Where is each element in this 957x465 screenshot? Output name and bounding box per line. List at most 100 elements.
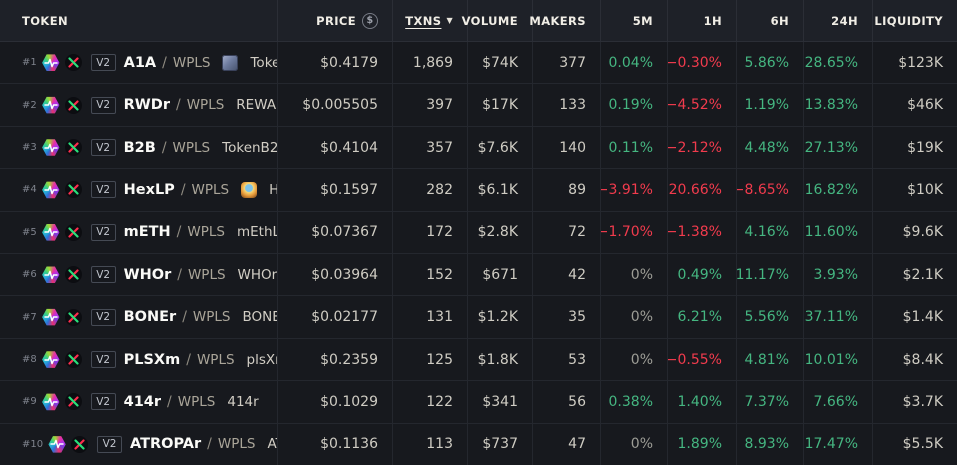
quote-token-symbol: WPLS (217, 436, 256, 453)
change-6h-cell: 4.16% (737, 211, 804, 254)
price-cell: $0.1597 (278, 169, 393, 211)
table-row[interactable]: #1 V2 A1A / WPLS TokenA1A $0.4179 1,869 … (0, 42, 957, 85)
quote-token-symbol: WPLS (187, 266, 226, 283)
column-header-5m[interactable]: 5M (601, 0, 668, 41)
column-header-1h-label: 1H (703, 13, 722, 28)
liquidity-cell: $2.1K (902, 266, 943, 283)
liquidity-cell: $1.4K (902, 309, 943, 326)
column-header-makers[interactable]: MAKERS (529, 0, 601, 41)
token-cell: #7 V2 BONEr / WPLS BONEr (0, 296, 278, 338)
txns-cell: 125 (393, 338, 468, 381)
change-1h-cell: −0.30% (668, 42, 737, 84)
quote-token-symbol: WPLS (192, 309, 231, 326)
token-cell: #1 V2 A1A / WPLS TokenA1A (0, 42, 278, 84)
volume-cell: $1.2K (468, 296, 533, 338)
dex-version-badge: V2 (90, 393, 116, 411)
txns-cell: 282 (393, 169, 468, 211)
pair-separator: / (207, 436, 212, 453)
pulsechain-hexagon-icon (42, 224, 60, 241)
change-5m-cell: 0.04% (601, 42, 668, 84)
token-cell: #3 V2 B2B / WPLS TokenB2B (0, 126, 278, 169)
dex-version-badge: V2 (90, 181, 116, 199)
base-token-symbol: B2B (123, 139, 156, 156)
column-header-txns-label: TXNS (405, 13, 442, 28)
change-5m-cell: −1.70% (601, 211, 668, 254)
sort-desc-caret-icon: ▼ (446, 16, 453, 25)
table-row[interactable]: #9 V2 414r / WPLS 414r $0.1029 122 $341 … (0, 381, 957, 424)
token-cell: #5 V2 mETH / WPLS mEthLab (0, 211, 278, 254)
price-cell: $0.2359 (278, 338, 393, 381)
makers-cell: 47 (533, 423, 601, 465)
liquidity-cell: $9.6K (902, 224, 943, 241)
price-cell: $0.4179 (278, 42, 393, 84)
table-row[interactable]: #8 V2 PLSXm / WPLS plsXmas $0.2359 125 $… (0, 338, 957, 382)
table-row[interactable]: #2 V2 RWDr / WPLS REWARDr $0.005505 397 … (0, 84, 957, 127)
change-24h-cell: 37.11% (804, 296, 873, 338)
txns-cell: 397 (393, 84, 468, 126)
liquidity-cell: $19K (907, 139, 943, 156)
token-cell: #2 V2 RWDr / WPLS REWARDr (0, 84, 278, 126)
change-24h-cell: 16.82% (804, 169, 873, 211)
token-name: ATROPAr (267, 436, 277, 453)
change-6h-cell: 4.48% (737, 126, 804, 169)
dex-version-badge: V2 (90, 139, 116, 157)
pair-separator: / (162, 54, 167, 71)
table-row[interactable]: #3 V2 B2B / WPLS TokenB2B $0.4104 357 $7… (0, 126, 957, 170)
base-token-symbol: ATROPAr (129, 436, 202, 453)
rank-label: #7 (22, 311, 37, 323)
column-header-1h[interactable]: 1H (668, 0, 737, 41)
liquidity-cell: $3.7K (902, 393, 943, 410)
token-name: HexLP (269, 182, 277, 198)
token-name: BONEr (242, 309, 277, 326)
column-header-24h-label: 24H (831, 13, 858, 28)
dollar-circle-icon[interactable]: $ (362, 12, 378, 29)
column-header-price[interactable]: PRICE $ (278, 0, 393, 41)
column-header-volume[interactable]: VOLUME (462, 0, 533, 41)
price-cell: $0.1136 (278, 423, 393, 465)
token-cell: #10 V2 ATROPAr / WPLS ATROPAr (0, 423, 278, 465)
rank-label: #3 (22, 142, 37, 154)
change-6h-cell: 8.93% (737, 423, 804, 465)
pulsechain-hexagon-icon (48, 436, 66, 453)
base-token-symbol: RWDr (123, 97, 170, 114)
txns-cell: 357 (393, 126, 468, 169)
rank-label: #8 (22, 354, 37, 366)
pulsex-x-icon (64, 308, 82, 326)
column-header-txns[interactable]: TXNS ▼ (393, 0, 468, 41)
column-header-token[interactable]: TOKEN (0, 0, 278, 41)
quote-token-symbol: WPLS (177, 393, 216, 410)
column-header-liquidity[interactable]: LIQUIDITY (873, 0, 957, 41)
table-row[interactable]: #4 V2 HexLP / WPLS HexLP $0.1597 282 $6.… (0, 169, 957, 212)
change-24h-cell: 13.83% (804, 84, 873, 126)
makers-cell: 89 (533, 169, 601, 211)
column-header-24h[interactable]: 24H (804, 0, 873, 41)
token-name: WHOr (237, 266, 278, 283)
change-24h-cell: 28.65% (804, 42, 873, 84)
table-row[interactable]: #5 V2 mETH / WPLS mEthLab $0.07367 172 $… (0, 211, 957, 255)
column-header-6h[interactable]: 6H (737, 0, 804, 41)
change-6h-cell: 4.81% (737, 338, 804, 381)
price-cell: $0.005505 (278, 84, 393, 126)
txns-cell: 172 (393, 211, 468, 254)
pair-separator: / (167, 393, 172, 410)
pair-separator: / (186, 351, 191, 368)
change-1h-cell: −1.38% (668, 211, 737, 254)
makers-cell: 53 (533, 338, 601, 381)
volume-cell: $2.8K (468, 211, 533, 254)
change-1h-cell: 0.49% (668, 254, 737, 296)
change-1h-cell: −2.12% (668, 126, 737, 169)
change-1h-cell: 1.89% (668, 423, 737, 465)
pulsex-x-icon (64, 393, 82, 411)
pair-separator: / (177, 266, 182, 283)
table-row[interactable]: #7 V2 BONEr / WPLS BONEr $0.02177 131 $1… (0, 296, 957, 339)
column-header-liquidity-label: LIQUIDITY (874, 13, 943, 28)
dex-version-badge: V2 (90, 351, 116, 369)
volume-cell: $7.6K (468, 126, 533, 169)
pulsechain-hexagon-icon (42, 54, 60, 71)
table-row[interactable]: #10 V2 ATROPAr / WPLS ATROPAr $0.1136 11… (0, 423, 957, 465)
makers-cell: 56 (533, 381, 601, 423)
price-cell: $0.07367 (278, 211, 393, 254)
pulsex-x-icon (64, 139, 82, 157)
change-5m-cell: 0% (601, 338, 668, 381)
table-row[interactable]: #6 V2 WHOr / WPLS WHOr $0.03964 152 $671… (0, 254, 957, 297)
